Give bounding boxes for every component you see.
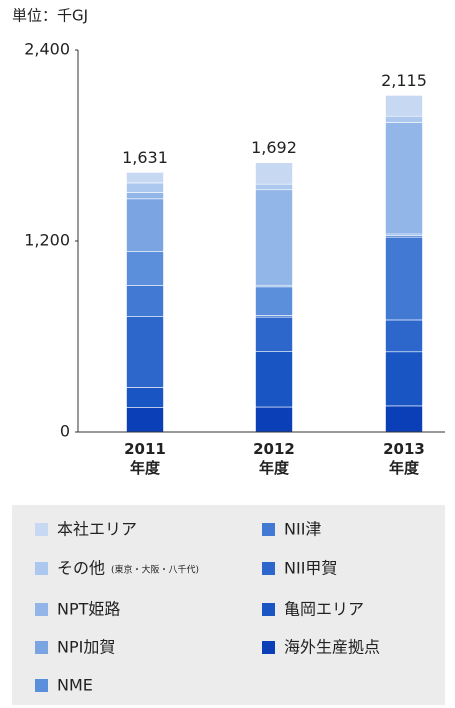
legend-label: 亀岡エリア (284, 600, 364, 619)
bar-segment (255, 162, 293, 185)
legend-note: (東京・大阪・八千代) (111, 564, 199, 576)
legend-box (12, 505, 445, 705)
y-tick-label: 2,400 (24, 40, 70, 59)
total-label: 1,692 (251, 138, 297, 157)
legend-label: NII津 (284, 520, 321, 539)
bar-segment (255, 183, 293, 191)
legend-swatch (262, 562, 275, 575)
legend-label: NPI加賀 (57, 638, 115, 657)
bar-segment (126, 387, 164, 408)
bar-segment (126, 172, 164, 184)
bar-segment (385, 319, 423, 353)
bar-segment (385, 115, 423, 123)
legend-swatch (35, 679, 48, 692)
bar-segment (126, 182, 164, 193)
legend-label: NME (57, 676, 93, 695)
y-tick-label: 0 (60, 422, 70, 441)
legend-label: その他 (57, 559, 105, 578)
legend-swatch (262, 641, 275, 654)
bar-segment (255, 286, 293, 316)
bar-segment (385, 236, 423, 321)
bar-segment (255, 316, 293, 352)
x-tick-label: 2012 年度 (253, 440, 295, 477)
bar-segment (385, 351, 423, 407)
y-tick-label: 1,200 (24, 231, 70, 250)
bar-segment (126, 407, 164, 433)
legend-swatch (35, 641, 48, 654)
legend-swatch (262, 523, 275, 536)
bar-segment (385, 95, 423, 117)
legend-label: 本社エリア (57, 520, 137, 539)
total-label: 2,115 (381, 71, 427, 90)
bar-segment (126, 316, 164, 388)
bar-segment (126, 285, 164, 317)
legend-swatch (35, 523, 48, 536)
bar-segment (255, 189, 293, 286)
bar-segment (385, 122, 423, 235)
total-label: 1,631 (122, 148, 168, 167)
legend-swatch (35, 562, 48, 575)
bar-segment (255, 351, 293, 408)
legend-label: NPT姫路 (57, 600, 120, 619)
bar-segment (126, 251, 164, 286)
bar-segment (385, 405, 423, 433)
unit-label: 単位：千GJ (12, 7, 88, 25)
x-tick-label: 2013 年度 (383, 440, 425, 477)
x-tick-label: 2011 年度 (124, 440, 166, 477)
legend-swatch (262, 603, 275, 616)
bar-segment (126, 198, 164, 252)
legend-label: 海外生産拠点 (284, 638, 380, 657)
bar-segment (255, 406, 293, 433)
legend-swatch (35, 603, 48, 616)
bar-segment (126, 192, 164, 200)
legend-label: NII甲賀 (284, 559, 337, 578)
